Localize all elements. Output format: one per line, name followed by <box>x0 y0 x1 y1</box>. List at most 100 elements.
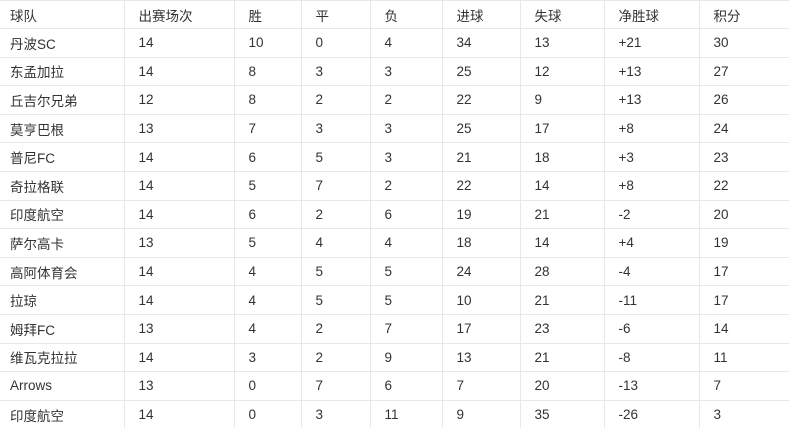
cell-matches-played: 14 <box>124 28 235 58</box>
cell-team: 丹波SC <box>0 28 125 58</box>
cell-losses: 5 <box>370 257 443 287</box>
cell-draws: 2 <box>301 200 371 230</box>
cell-goal-difference: -6 <box>604 314 700 344</box>
cell-goals-for: 22 <box>442 85 521 115</box>
cell-team: 印度航空 <box>0 400 125 428</box>
cell-goals-for: 34 <box>442 28 521 58</box>
cell-losses: 3 <box>370 57 443 87</box>
cell-draws: 2 <box>301 314 371 344</box>
cell-wins: 3 <box>234 343 302 373</box>
cell-goal-difference: -26 <box>604 400 700 428</box>
cell-goals-for: 13 <box>442 343 521 373</box>
cell-wins: 7 <box>234 114 302 144</box>
cell-wins: 0 <box>234 371 302 401</box>
cell-goal-difference: +3 <box>604 142 700 172</box>
cell-points: 14 <box>699 314 789 344</box>
column-header-points: 积分 <box>699 0 789 29</box>
cell-team: 东孟加拉 <box>0 57 125 87</box>
cell-losses: 4 <box>370 28 443 58</box>
table-row: 东孟加拉 14 8 3 3 25 12 +13 27 <box>0 57 789 87</box>
table-row: 丘吉尔兄弟 12 8 2 2 22 9 +13 26 <box>0 85 789 115</box>
cell-wins: 6 <box>234 142 302 172</box>
cell-draws: 3 <box>301 400 371 428</box>
cell-team: 丘吉尔兄弟 <box>0 85 125 115</box>
cell-matches-played: 14 <box>124 57 235 87</box>
cell-losses: 4 <box>370 228 443 258</box>
cell-wins: 6 <box>234 200 302 230</box>
cell-draws: 2 <box>301 85 371 115</box>
cell-team: 萨尔高卡 <box>0 228 125 258</box>
column-header-team: 球队 <box>0 0 125 29</box>
cell-matches-played: 14 <box>124 200 235 230</box>
cell-goals-against: 13 <box>520 28 605 58</box>
column-header-losses: 负 <box>370 0 443 29</box>
table-row: 普尼FC 14 6 5 3 21 18 +3 23 <box>0 142 789 172</box>
cell-goals-against: 21 <box>520 285 605 315</box>
cell-goals-for: 25 <box>442 114 521 144</box>
cell-draws: 3 <box>301 57 371 87</box>
table-row: 印度航空 14 0 3 11 9 35 -26 3 <box>0 400 789 428</box>
cell-draws: 2 <box>301 343 371 373</box>
cell-matches-played: 14 <box>124 142 235 172</box>
column-header-goal-difference: 净胜球 <box>604 0 700 29</box>
cell-points: 7 <box>699 371 789 401</box>
cell-wins: 8 <box>234 85 302 115</box>
cell-losses: 5 <box>370 285 443 315</box>
cell-losses: 11 <box>370 400 443 428</box>
cell-goal-difference: -2 <box>604 200 700 230</box>
cell-goals-against: 9 <box>520 85 605 115</box>
cell-goals-for: 25 <box>442 57 521 87</box>
cell-matches-played: 13 <box>124 314 235 344</box>
cell-points: 22 <box>699 171 789 201</box>
column-header-draws: 平 <box>301 0 371 29</box>
cell-wins: 8 <box>234 57 302 87</box>
cell-team: Arrows <box>0 371 125 401</box>
table-row: 维瓦克拉拉 14 3 2 9 13 21 -8 11 <box>0 343 789 373</box>
cell-losses: 7 <box>370 314 443 344</box>
cell-points: 20 <box>699 200 789 230</box>
table-row: Arrows 13 0 7 6 7 20 -13 7 <box>0 371 789 401</box>
cell-draws: 5 <box>301 142 371 172</box>
cell-team: 姆拜FC <box>0 314 125 344</box>
cell-wins: 4 <box>234 285 302 315</box>
cell-goals-against: 21 <box>520 343 605 373</box>
cell-wins: 4 <box>234 257 302 287</box>
table-row: 姆拜FC 13 4 2 7 17 23 -6 14 <box>0 314 789 344</box>
cell-goals-against: 14 <box>520 171 605 201</box>
cell-goals-against: 23 <box>520 314 605 344</box>
cell-draws: 7 <box>301 171 371 201</box>
cell-points: 26 <box>699 85 789 115</box>
cell-goals-against: 35 <box>520 400 605 428</box>
cell-wins: 0 <box>234 400 302 428</box>
cell-goals-for: 10 <box>442 285 521 315</box>
column-header-goals-against: 失球 <box>520 0 605 29</box>
cell-goal-difference: +13 <box>604 57 700 87</box>
cell-losses: 2 <box>370 85 443 115</box>
cell-goal-difference: +4 <box>604 228 700 258</box>
table-row: 拉琼 14 4 5 5 10 21 -11 17 <box>0 285 789 315</box>
cell-goal-difference: -13 <box>604 371 700 401</box>
table-row: 丹波SC 14 10 0 4 34 13 +21 30 <box>0 28 789 58</box>
cell-team: 维瓦克拉拉 <box>0 343 125 373</box>
cell-goal-difference: +8 <box>604 171 700 201</box>
cell-draws: 0 <box>301 28 371 58</box>
cell-goals-against: 14 <box>520 228 605 258</box>
table-row: 萨尔高卡 13 5 4 4 18 14 +4 19 <box>0 228 789 258</box>
cell-goal-difference: +21 <box>604 28 700 58</box>
cell-goals-against: 28 <box>520 257 605 287</box>
cell-wins: 5 <box>234 171 302 201</box>
cell-points: 30 <box>699 28 789 58</box>
cell-goals-for: 7 <box>442 371 521 401</box>
cell-points: 23 <box>699 142 789 172</box>
cell-matches-played: 13 <box>124 114 235 144</box>
cell-losses: 6 <box>370 200 443 230</box>
cell-points: 17 <box>699 257 789 287</box>
cell-goals-against: 20 <box>520 371 605 401</box>
cell-goals-for: 18 <box>442 228 521 258</box>
column-header-goals-for: 进球 <box>442 0 521 29</box>
cell-draws: 4 <box>301 228 371 258</box>
cell-points: 11 <box>699 343 789 373</box>
cell-matches-played: 14 <box>124 171 235 201</box>
cell-matches-played: 12 <box>124 85 235 115</box>
